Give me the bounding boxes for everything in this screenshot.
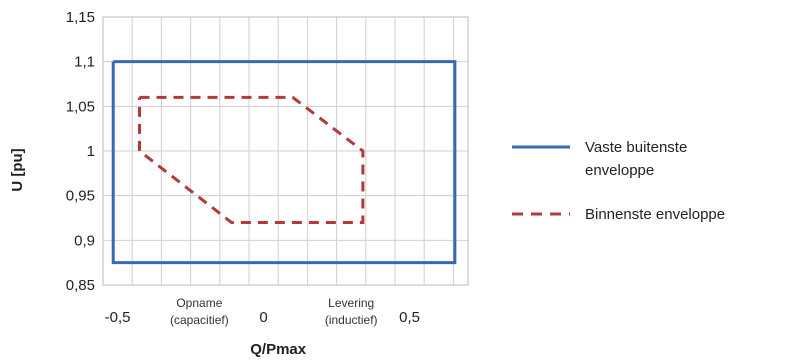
y-tick-label: 0,85 bbox=[66, 277, 95, 294]
x-tick-label: 0 bbox=[259, 309, 267, 326]
x-tick-label: 0,5 bbox=[399, 309, 420, 326]
chart-series bbox=[111, 60, 457, 265]
y-tick-label: 0,9 bbox=[74, 232, 95, 249]
y-tick-label: 1,15 bbox=[66, 9, 95, 26]
y-axis-ticks: 0,85 0,9 0,95 1 1,05 1,1 1,15 bbox=[66, 9, 95, 294]
y-axis-title: U [pu] bbox=[9, 148, 26, 191]
x-tick-label: -0,5 bbox=[105, 309, 131, 326]
y-tick-label: 1,05 bbox=[66, 98, 95, 115]
series-inner-envelope-line bbox=[138, 95, 365, 224]
x-axis-annotation-line: (capacitief) bbox=[170, 313, 229, 327]
plot-frame bbox=[102, 16, 469, 286]
legend-label: enveloppe bbox=[585, 162, 654, 179]
y-tick-label: 1,1 bbox=[74, 54, 95, 71]
x-axis-annotation-line: Opname bbox=[176, 296, 222, 310]
chart-grid bbox=[102, 16, 469, 286]
x-axis-ticks: -0,5 0 0,5 bbox=[105, 309, 420, 326]
series-outer-envelope-line bbox=[111, 60, 457, 265]
y-tick-label: 1 bbox=[87, 143, 95, 160]
y-tick-label: 0,95 bbox=[66, 188, 95, 205]
legend-label: Vaste buitenste bbox=[585, 139, 687, 156]
x-axis-annotations: Opname (capacitief) Levering (inductief) bbox=[170, 296, 378, 327]
legend-label: Binnenste enveloppe bbox=[585, 206, 725, 223]
legend: Vaste buitenste enveloppe Binnenste envelo… bbox=[512, 139, 725, 223]
x-axis-title: Q/Pmax bbox=[250, 341, 307, 358]
x-axis-annotation-line: (inductief) bbox=[325, 313, 378, 327]
x-axis-annotation-line: Levering bbox=[328, 296, 374, 310]
